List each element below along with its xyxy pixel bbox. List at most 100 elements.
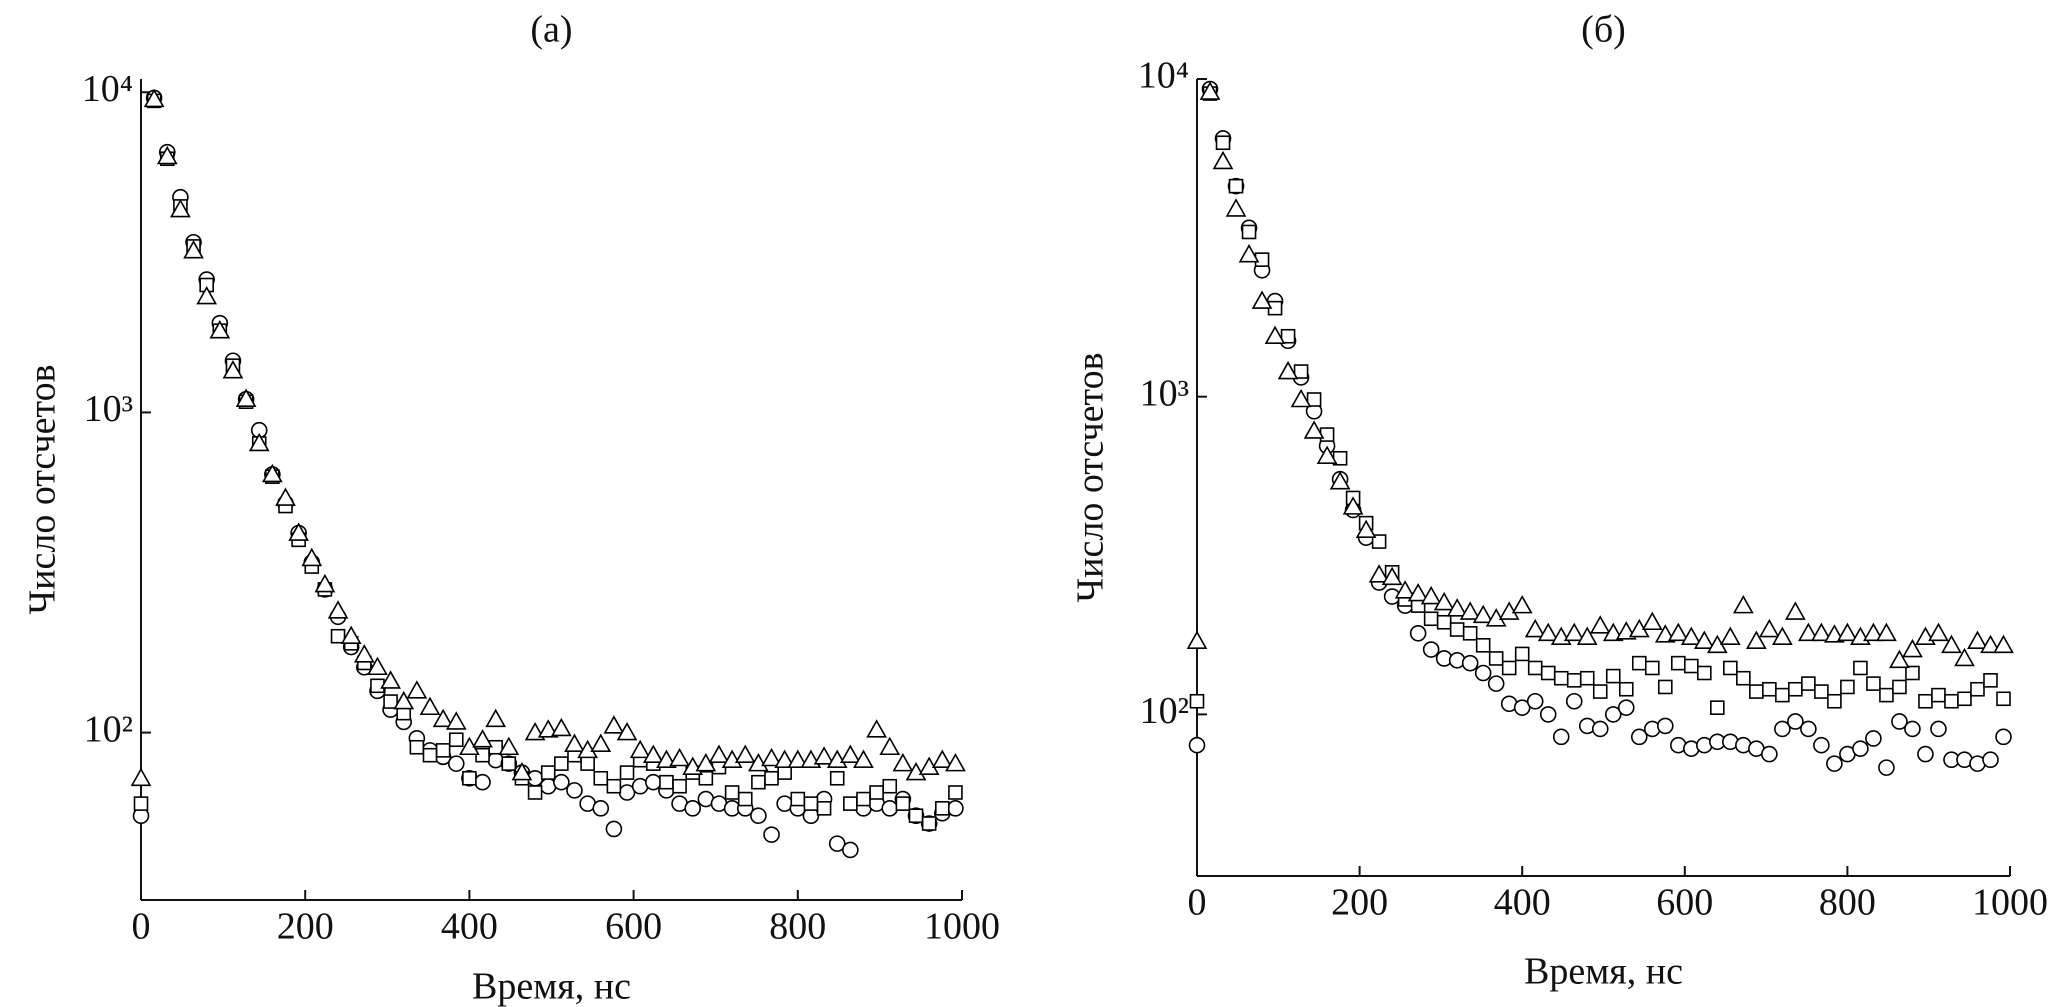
x-tick-label: 800	[1819, 882, 1876, 924]
point	[1878, 759, 1895, 776]
point	[813, 746, 835, 765]
point	[1251, 290, 1273, 309]
point	[1513, 699, 1531, 716]
point	[1785, 601, 1806, 620]
point	[603, 715, 625, 734]
point	[1631, 655, 1647, 671]
point	[737, 791, 753, 807]
point	[432, 708, 454, 728]
point	[790, 791, 806, 807]
point	[1657, 679, 1673, 695]
point	[1618, 681, 1634, 697]
point	[1238, 244, 1260, 263]
point	[527, 785, 543, 800]
point	[1865, 730, 1882, 747]
point	[1449, 622, 1465, 637]
point	[1241, 224, 1257, 240]
point	[616, 721, 638, 741]
point	[1303, 420, 1325, 439]
x-tick-label: 1000	[1972, 882, 2048, 924]
point	[1459, 601, 1481, 620]
point	[183, 240, 204, 259]
point	[853, 749, 874, 768]
point	[1420, 585, 1442, 605]
point	[409, 739, 425, 755]
point	[554, 756, 569, 771]
point	[1879, 687, 1894, 703]
point	[540, 765, 556, 780]
point	[590, 733, 612, 752]
point	[1993, 634, 2014, 654]
point	[1212, 150, 1234, 170]
point	[934, 801, 950, 816]
point	[1355, 519, 1377, 539]
point	[1462, 626, 1478, 641]
point	[1762, 681, 1777, 697]
point	[881, 800, 899, 817]
point	[288, 522, 309, 541]
point	[330, 628, 346, 644]
point	[435, 743, 451, 758]
x-axis-label: Время, нс	[472, 966, 631, 1007]
point	[1381, 566, 1403, 586]
point	[1540, 665, 1556, 681]
point	[1813, 736, 1830, 754]
x-tick-label: 0	[1188, 882, 1207, 924]
point	[1290, 388, 1312, 408]
point	[580, 756, 595, 771]
point	[1840, 679, 1855, 695]
point	[605, 820, 623, 838]
point	[1995, 728, 2012, 746]
point	[1954, 647, 1975, 667]
y-tick-label: 10³	[84, 388, 133, 430]
point	[879, 736, 901, 756]
point	[1891, 713, 1908, 730]
point	[1723, 660, 1738, 676]
point	[1188, 736, 1206, 754]
point	[209, 320, 231, 339]
point	[537, 719, 559, 738]
x-tick-label: 800	[769, 906, 826, 948]
point	[1641, 611, 1663, 631]
point	[1566, 673, 1582, 688]
point	[1604, 706, 1622, 723]
point	[462, 770, 477, 786]
point	[1591, 720, 1609, 738]
point	[777, 765, 792, 780]
point	[1422, 641, 1440, 658]
point	[763, 826, 780, 843]
y-axis-label: Число отсчетов	[1070, 352, 1112, 602]
point	[1917, 745, 1934, 763]
point	[1811, 622, 1832, 642]
point	[1472, 604, 1494, 624]
point	[1409, 625, 1427, 642]
point	[629, 739, 651, 759]
y-tick-label: 10³	[1140, 372, 1189, 414]
point	[1368, 564, 1390, 583]
point	[672, 778, 687, 794]
x-tick-label: 200	[1331, 882, 1388, 924]
point	[1918, 693, 1933, 709]
point	[1944, 693, 1959, 709]
point	[1563, 622, 1585, 642]
point	[895, 796, 911, 811]
point	[1798, 622, 1819, 642]
point	[340, 625, 362, 645]
point	[1941, 634, 1962, 654]
point	[856, 791, 871, 807]
point	[1514, 646, 1530, 662]
point	[931, 749, 953, 768]
point	[1957, 691, 1972, 707]
point	[1461, 654, 1479, 672]
point	[721, 749, 743, 768]
point	[869, 785, 884, 800]
point	[1371, 534, 1387, 549]
point	[761, 747, 782, 767]
point	[1996, 691, 2011, 707]
point	[235, 388, 257, 407]
point	[1565, 692, 1583, 710]
point	[945, 752, 966, 772]
point	[948, 785, 963, 800]
point	[1617, 699, 1635, 716]
point	[1433, 591, 1455, 611]
